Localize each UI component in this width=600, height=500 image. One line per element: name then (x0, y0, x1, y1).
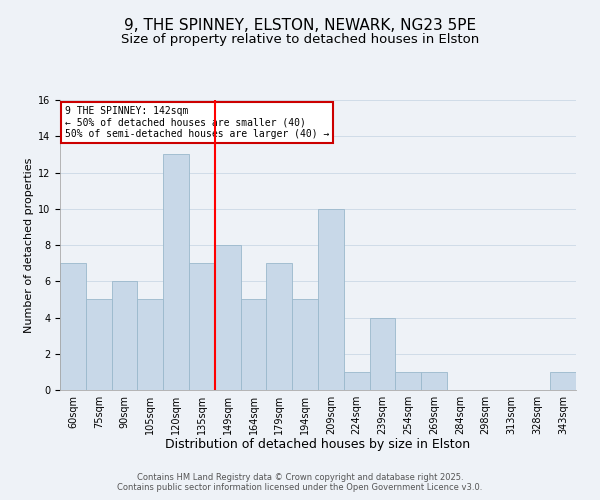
Text: Contains HM Land Registry data © Crown copyright and database right 2025.
Contai: Contains HM Land Registry data © Crown c… (118, 473, 482, 492)
Text: 9, THE SPINNEY, ELSTON, NEWARK, NG23 5PE: 9, THE SPINNEY, ELSTON, NEWARK, NG23 5PE (124, 18, 476, 32)
Bar (550, 372, 576, 390)
Bar (292, 300, 318, 390)
Bar (241, 300, 266, 390)
Bar (112, 281, 137, 390)
Bar (215, 245, 241, 390)
Bar (189, 263, 215, 390)
Y-axis label: Number of detached properties: Number of detached properties (24, 158, 34, 332)
Text: 9 THE SPINNEY: 142sqm
← 50% of detached houses are smaller (40)
50% of semi-deta: 9 THE SPINNEY: 142sqm ← 50% of detached … (65, 106, 329, 139)
Bar (137, 300, 163, 390)
Bar (86, 300, 112, 390)
Bar (60, 263, 86, 390)
Bar (266, 263, 292, 390)
Bar (395, 372, 421, 390)
Bar (370, 318, 395, 390)
X-axis label: Distribution of detached houses by size in Elston: Distribution of detached houses by size … (166, 438, 470, 452)
Text: Size of property relative to detached houses in Elston: Size of property relative to detached ho… (121, 32, 479, 46)
Bar (421, 372, 447, 390)
Bar (318, 209, 344, 390)
Bar (344, 372, 370, 390)
Bar (163, 154, 189, 390)
